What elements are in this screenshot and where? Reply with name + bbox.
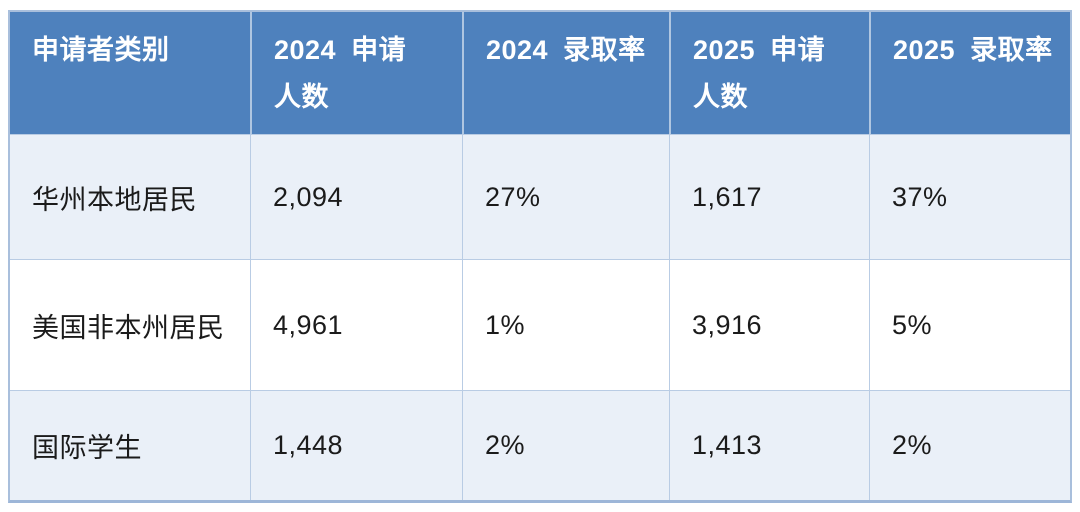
table-row-international-students: 国际学生 1,448 2% 1,413 2%	[10, 390, 1070, 500]
header-label: 2025 申请	[693, 35, 826, 65]
header-cell-2024-admit-rate: 2024 录取率	[462, 12, 669, 134]
cell-2025-applicants: 3,916	[669, 260, 869, 390]
header-cell-applicant-category: 申请者类别	[10, 12, 250, 134]
cell-2024-applicants: 1,448	[250, 391, 462, 500]
table-header-row: 申请者类别 2024 申请 人数 2024 录取率 2025 申请 人数 202…	[10, 12, 1070, 134]
header-label: 2024 申请	[274, 35, 407, 65]
cell-2025-applicants: 1,413	[669, 391, 869, 500]
cell-2024-admit-rate: 27%	[462, 135, 669, 259]
admissions-table: 申请者类别 2024 申请 人数 2024 录取率 2025 申请 人数 202…	[8, 10, 1072, 503]
cell-2024-admit-rate: 1%	[462, 260, 669, 390]
cell-2024-applicants: 2,094	[250, 135, 462, 259]
header-label: 申请者类别	[32, 35, 170, 65]
cell-2024-admit-rate: 2%	[462, 391, 669, 500]
cell-category: 国际学生	[32, 433, 142, 463]
table-row-wa-residents: 华州本地居民 2,094 27% 1,617 37%	[10, 134, 1070, 259]
table-row-us-nonresidents: 美国非本州居民 4,961 1% 3,916 5%	[10, 259, 1070, 390]
cell-2025-applicants: 1,617	[669, 135, 869, 259]
cell-2025-admit-rate: 2%	[869, 391, 1070, 500]
cell-category: 美国非本州居民	[32, 312, 225, 343]
header-cell-2025-applicants: 2025 申请 人数	[669, 12, 869, 134]
cell-2025-admit-rate: 37%	[869, 135, 1070, 259]
header-label: 2024 录取率	[486, 35, 646, 65]
header-label: 2025 录取率	[893, 35, 1053, 65]
header-label-line2: 人数	[693, 82, 748, 112]
header-cell-2025-admit-rate: 2025 录取率	[869, 12, 1070, 134]
header-cell-2024-applicants: 2024 申请 人数	[250, 12, 462, 134]
cell-2024-applicants: 4,961	[250, 260, 462, 390]
cell-2025-admit-rate: 5%	[869, 260, 1070, 390]
cell-category: 华州本地居民	[32, 184, 197, 215]
header-label-line2: 人数	[274, 82, 329, 112]
